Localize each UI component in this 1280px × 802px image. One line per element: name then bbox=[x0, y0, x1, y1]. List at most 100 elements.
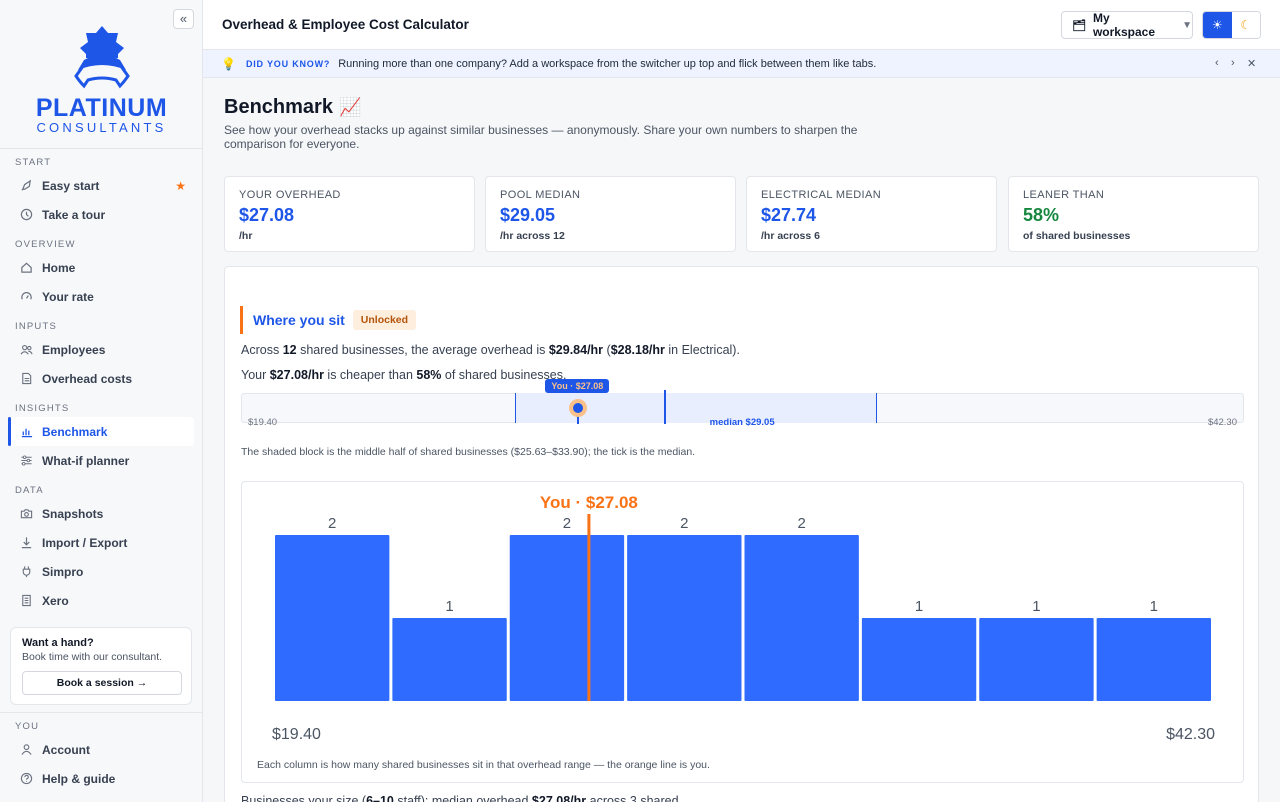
chevron-down-icon: ▼ bbox=[1182, 19, 1192, 31]
divider bbox=[0, 712, 203, 713]
histogram-bar bbox=[392, 618, 507, 701]
tip-label: DID YOU KNOW? bbox=[245, 58, 331, 69]
bar-count-label: 2 bbox=[328, 515, 336, 532]
text: ( bbox=[603, 343, 611, 357]
workspace-name: My workspace bbox=[1092, 11, 1156, 39]
bar-count-label: 1 bbox=[1032, 598, 1040, 615]
histogram-bar bbox=[861, 618, 977, 701]
download-icon bbox=[19, 536, 33, 550]
you-marker bbox=[569, 399, 588, 417]
sidebar-item-whatif[interactable]: What-if planner bbox=[8, 446, 194, 475]
theme-toggle[interactable]: ☀ ☾ bbox=[1202, 11, 1261, 39]
text: Businesses your size ( bbox=[241, 794, 367, 802]
main-content: Benchmark 📈 See how your overhead stacks … bbox=[203, 78, 1280, 802]
you-marker-label: You · $27.08 bbox=[540, 493, 638, 512]
help-card: Want a hand? Book time with our consulta… bbox=[10, 627, 192, 705]
rocket-icon bbox=[19, 179, 33, 193]
median-label: median $29.05 bbox=[709, 417, 775, 428]
book-session-button[interactable]: Book a session → bbox=[22, 671, 182, 695]
home-icon bbox=[19, 261, 33, 275]
document-icon bbox=[19, 372, 33, 386]
size-range: 6–10 bbox=[366, 794, 394, 802]
clock-icon bbox=[19, 208, 33, 222]
min-label: $19.40 bbox=[248, 417, 278, 428]
sidebar-item-account[interactable]: Account bbox=[8, 735, 194, 764]
sidebar-item-label: Simpro bbox=[42, 564, 84, 579]
moon-icon[interactable]: ☾ bbox=[1231, 12, 1260, 38]
histogram-bar bbox=[509, 535, 625, 701]
stat-sub: /hr bbox=[239, 230, 253, 242]
workspace-switcher[interactable]: 🗂 My workspace ▼ bbox=[1061, 11, 1193, 39]
stat-label: ELECTRICAL MEDIAN bbox=[761, 189, 882, 201]
stat-label: YOUR OVERHEAD bbox=[239, 189, 341, 201]
sidebar-item-label: Snapshots bbox=[42, 506, 104, 521]
you-tag: You · $27.08 bbox=[545, 379, 610, 393]
sidebar-item-home[interactable]: Home bbox=[8, 253, 194, 282]
close-icon[interactable]: ✕ bbox=[1247, 58, 1257, 70]
help-card-title: Want a hand? bbox=[22, 637, 94, 649]
sun-icon[interactable]: ☀ bbox=[1203, 12, 1232, 38]
sidebar-item-your-rate[interactable]: Your rate bbox=[8, 282, 194, 311]
sidebar-item-xero[interactable]: Xero bbox=[8, 586, 194, 615]
sidebar-item-overhead-costs[interactable]: Overhead costs bbox=[8, 364, 194, 393]
plug-icon bbox=[19, 565, 33, 579]
section-title: Where you sit bbox=[253, 312, 345, 328]
x-min-label: $19.40 bbox=[272, 726, 321, 743]
page-title-text: Benchmark bbox=[224, 96, 333, 118]
sidebar-item-easy-start[interactable]: Easy start ★ bbox=[8, 171, 194, 200]
histogram-note: Each column is how many shared businesse… bbox=[257, 759, 710, 771]
status-badge: Unlocked bbox=[352, 310, 417, 330]
count: 12 bbox=[282, 343, 297, 357]
logo-gear-icon bbox=[73, 26, 130, 89]
help-card-text: Book time with our consultant. bbox=[22, 651, 163, 663]
histogram-bar bbox=[744, 535, 859, 701]
sidebar-item-snapshots[interactable]: Snapshots bbox=[8, 499, 194, 528]
logo-subtitle: CONSULTANTS bbox=[36, 120, 167, 135]
stat-pool-median: POOL MEDIAN $29.05 /hr across 12 bbox=[485, 176, 736, 252]
divider bbox=[0, 148, 203, 149]
bar-count-label: 1 bbox=[1150, 598, 1158, 615]
histogram-bar bbox=[979, 618, 1094, 701]
sidebar-item-take-tour[interactable]: Take a tour bbox=[8, 200, 194, 229]
users-icon bbox=[19, 343, 33, 357]
section-start: START bbox=[15, 157, 52, 168]
iqr-block bbox=[514, 393, 878, 423]
histogram-bar bbox=[275, 535, 390, 701]
bar-count-label: 2 bbox=[563, 515, 571, 532]
collapse-sidebar-button[interactable]: « bbox=[173, 9, 194, 29]
chevron-right-icon[interactable]: › bbox=[1231, 57, 1235, 69]
user-icon bbox=[19, 743, 33, 757]
median-tick bbox=[663, 390, 666, 424]
stat-label: POOL MEDIAN bbox=[500, 189, 581, 201]
section-inputs: INPUTS bbox=[15, 321, 58, 332]
sidebar-item-label: Your rate bbox=[42, 289, 94, 304]
folder-icon: 🗂 bbox=[1072, 19, 1086, 32]
histogram-bar bbox=[1096, 618, 1211, 701]
section-data: DATA bbox=[15, 485, 44, 496]
sidebar-item-label: Import / Export bbox=[42, 535, 128, 550]
stat-your-overhead: YOUR OVERHEAD $27.08 /hr bbox=[224, 176, 475, 252]
sidebar-item-simpro[interactable]: Simpro bbox=[8, 557, 194, 586]
lightbulb-icon: 💡 bbox=[221, 56, 236, 71]
chevron-left-icon[interactable]: ‹ bbox=[1215, 57, 1219, 69]
stat-value: $29.05 bbox=[500, 205, 556, 225]
sidebar-item-import-export[interactable]: Import / Export bbox=[8, 528, 194, 557]
trend-chart-icon: 📈 bbox=[338, 97, 362, 117]
where-you-sit-panel: Where you sit Unlocked Across 12 shared … bbox=[224, 266, 1259, 802]
size-median: $27.08/hr bbox=[531, 794, 587, 802]
average-value: $29.84/hr bbox=[548, 343, 604, 357]
sidebar-item-help[interactable]: Help & guide bbox=[8, 764, 194, 793]
receipt-icon bbox=[19, 594, 33, 608]
bar-count-label: 2 bbox=[680, 515, 688, 532]
bar-chart-icon bbox=[19, 425, 33, 439]
sidebar-item-employees[interactable]: Employees bbox=[8, 335, 194, 364]
sidebar-item-label: What-if planner bbox=[42, 453, 130, 468]
logo: PLATINUM CONSULTANTS bbox=[0, 24, 203, 135]
histogram: 2 1 2 2 2 1 1 1 You · $27.08 $19.40 $42.30 Each co… bbox=[241, 481, 1244, 783]
size-line: Businesses your size (6–10 staff): media… bbox=[241, 794, 679, 802]
bar-count-label: 1 bbox=[445, 598, 453, 615]
page-title: Benchmark 📈 bbox=[224, 96, 361, 119]
sidebar-item-label: Benchmark bbox=[42, 424, 108, 439]
section-overview: OVERVIEW bbox=[15, 239, 76, 250]
sidebar-item-benchmark[interactable]: Benchmark bbox=[8, 417, 194, 446]
